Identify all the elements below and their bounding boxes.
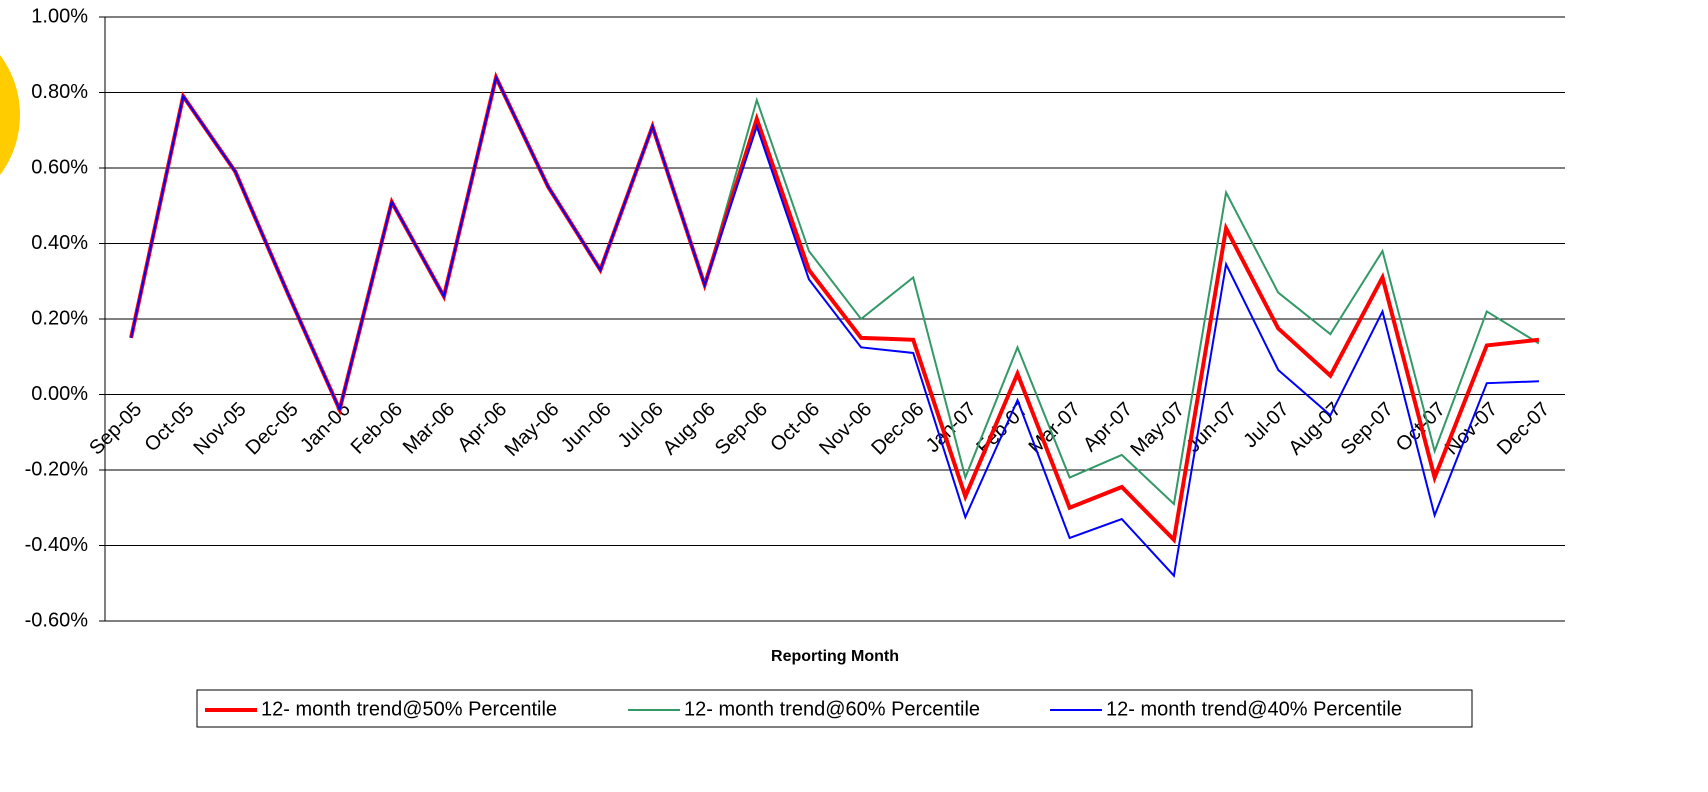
x-tick-label: Feb-06: [347, 398, 407, 458]
legend-label: 12- month trend@50% Percentile: [261, 698, 557, 720]
y-tick-label: 0.00%: [31, 383, 88, 405]
legend-box: [196, 689, 1473, 728]
legend-label: 12- month trend@40% Percentile: [1106, 698, 1402, 720]
y-tick-label: 0.20%: [31, 307, 88, 329]
x-tick-label: Sep-05: [85, 398, 146, 459]
x-tick-label: Mar-07: [1025, 398, 1085, 458]
x-tick-label: Aug-07: [1284, 398, 1345, 459]
y-tick-label: 1.00%: [31, 5, 88, 27]
x-tick-label: Dec-05: [242, 398, 303, 459]
legend-label: 12- month trend@60% Percentile: [684, 698, 980, 720]
series-line: [130, 74, 1539, 578]
decoration: [0, 55, 20, 175]
x-tick-label: Nov-05: [189, 398, 250, 459]
x-tick-label: Sep-07: [1337, 398, 1398, 459]
x-tick-label: Dec-06: [867, 398, 928, 459]
x-tick-label: Jan-06: [296, 398, 355, 457]
y-tick-label: 0.80%: [31, 81, 88, 103]
x-tick-label: May-06: [501, 398, 564, 461]
x-tick-label: May-07: [1126, 398, 1189, 461]
y-tick-label: 0.40%: [31, 232, 88, 254]
y-tick-label: 0.60%: [31, 156, 88, 178]
x-tick-label: Mar-06: [399, 398, 459, 458]
x-axis-title: Reporting Month: [771, 648, 899, 665]
x-tick-label: Jun-06: [557, 398, 616, 457]
x-tick-label: Oct-05: [140, 398, 198, 456]
y-tick-label: -0.40%: [25, 534, 89, 556]
y-tick-label: -0.60%: [25, 609, 89, 631]
x-tick-label: Oct-06: [766, 398, 824, 456]
x-tick-label: Aug-06: [659, 398, 720, 459]
y-tick-label: -0.20%: [25, 458, 89, 480]
x-tick-label: Sep-06: [711, 398, 772, 459]
x-tick-label: Nov-06: [815, 398, 876, 459]
x-tick-label: Dec-07: [1493, 398, 1554, 459]
